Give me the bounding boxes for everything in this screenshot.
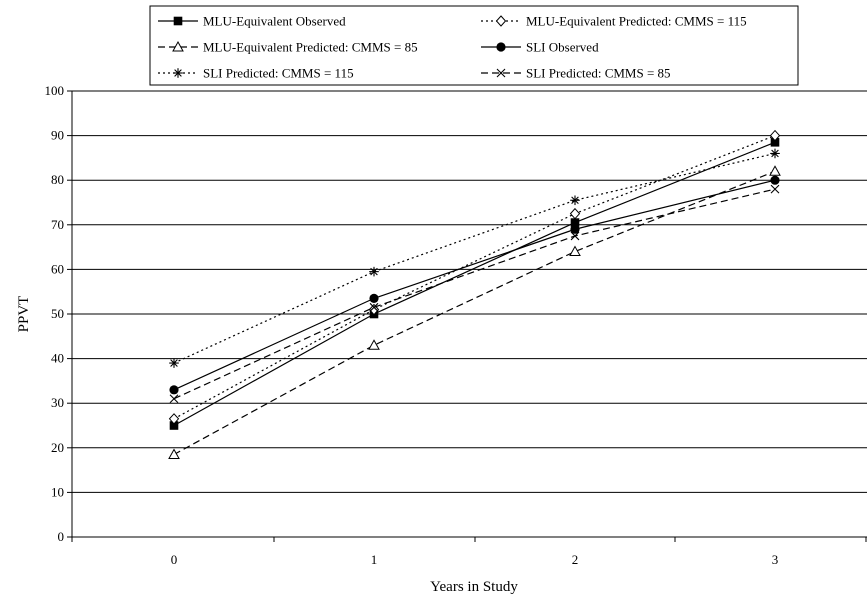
data-point [496, 42, 506, 52]
series-line [173, 152, 776, 364]
data-point [172, 40, 184, 52]
y-tick-label: 20 [51, 440, 64, 455]
x-tick-label: 2 [572, 552, 579, 567]
series-line [173, 179, 776, 391]
axes: 0 10 20 30 40 50 60 70 80 90 100 0 1 2 3 [45, 83, 867, 567]
data-point [496, 68, 506, 78]
legend-item: MLU-Equivalent Predicted: CMMS = 85 [158, 40, 418, 55]
legend-item: SLI Predicted: CMMS = 85 [481, 66, 671, 81]
x-tick-label: 0 [171, 552, 178, 567]
legend-item: SLI Observed [481, 40, 599, 55]
marker-stroke [370, 267, 378, 276]
data-point [495, 15, 507, 27]
legend-label: MLU-Equivalent Observed [203, 14, 346, 29]
series-1 [168, 129, 781, 425]
series-5 [169, 184, 780, 404]
data-point [769, 165, 781, 176]
data-point [369, 266, 379, 277]
legend-box [149, 5, 799, 86]
y-tick-label: 90 [51, 128, 64, 143]
legend-item: MLU-Equivalent Predicted: CMMS = 115 [481, 14, 747, 29]
y-tick-label: 60 [51, 261, 64, 276]
data-point [570, 231, 580, 241]
x-tick-label: 1 [371, 552, 378, 567]
y-tick-label: 0 [58, 529, 65, 544]
marker-stroke [771, 149, 779, 158]
data-point [770, 175, 780, 185]
data-point [369, 293, 379, 303]
legend-label: MLU-Equivalent Predicted: CMMS = 115 [526, 14, 747, 29]
series-line [173, 188, 776, 400]
legend-label: MLU-Equivalent Predicted: CMMS = 85 [203, 40, 418, 55]
legend-label: SLI Observed [526, 40, 599, 55]
legend: MLU-Equivalent Observed MLU-Equivalent Pr… [149, 5, 799, 86]
data-point [368, 339, 380, 350]
data-point [770, 184, 780, 194]
x-tick-label: 3 [772, 552, 779, 567]
x-axis-title: Years in Study [430, 579, 518, 595]
y-axis-title: PPVT [16, 296, 32, 333]
marker-stroke [170, 359, 178, 367]
data-point [570, 224, 580, 234]
y-tick-label: 80 [51, 172, 64, 187]
data-point [168, 448, 180, 459]
marker-stroke [496, 68, 506, 78]
series-2 [168, 165, 781, 459]
data-point [169, 421, 179, 430]
data-point [173, 68, 183, 78]
marker-stroke [169, 394, 179, 404]
data-point [569, 245, 581, 257]
data-point [570, 195, 580, 206]
gridlines [72, 90, 867, 493]
data-point [169, 385, 179, 395]
legend-item: MLU-Equivalent Observed [158, 14, 346, 29]
series-4 [169, 148, 780, 368]
series-0 [169, 137, 780, 430]
y-tick-label: 50 [51, 306, 64, 321]
data-point [169, 358, 179, 368]
marker-stroke [571, 196, 579, 205]
data-point [770, 137, 780, 147]
y-tick-label: 30 [51, 395, 64, 410]
series-layer [168, 129, 781, 459]
series-line [173, 141, 776, 427]
data-point [169, 394, 179, 404]
y-tick-label: 100 [45, 83, 65, 98]
y-tick-label: 10 [51, 484, 64, 499]
series-line [173, 170, 776, 456]
marker-stroke [174, 69, 182, 77]
data-point [173, 16, 183, 26]
marker-stroke [570, 231, 580, 241]
legend-item: SLI Predicted: CMMS = 115 [158, 66, 354, 81]
data-point [369, 302, 379, 312]
data-point [769, 129, 781, 142]
legend-label: SLI Predicted: CMMS = 115 [203, 66, 354, 81]
data-point [569, 207, 581, 220]
legend-label: SLI Predicted: CMMS = 85 [526, 66, 671, 81]
y-tick-label: 40 [51, 351, 64, 366]
series-3 [169, 175, 780, 395]
y-tick-label: 70 [51, 217, 64, 232]
data-point [770, 148, 780, 159]
marker-stroke [770, 184, 780, 194]
data-point [570, 218, 580, 227]
data-point [168, 413, 180, 425]
marker-stroke [369, 302, 379, 312]
